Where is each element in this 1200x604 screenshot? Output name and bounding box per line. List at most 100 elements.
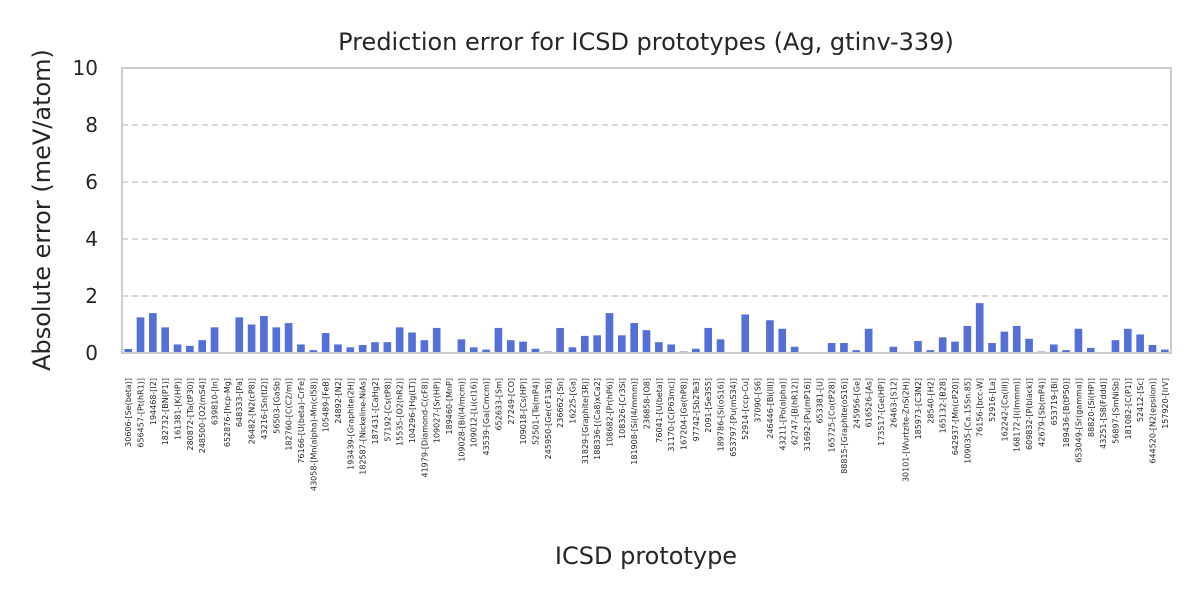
- x-tick-label: 26463-[S12]: [889, 378, 898, 428]
- x-tick-label: 97742-[Sb2Te3]: [692, 378, 701, 441]
- bar: [346, 347, 355, 353]
- x-tick-label: 165725-[Co(tP28)]: [828, 378, 837, 453]
- bar: [186, 345, 194, 354]
- x-tick-label: 43058-[Mn(alpha)-Mn(cI58)]: [309, 378, 318, 491]
- x-tick-label: 168172-[I(Immm)]: [1013, 378, 1022, 452]
- bar: [531, 348, 540, 353]
- bar: [630, 323, 638, 353]
- bar: [235, 317, 244, 354]
- bar: [1148, 345, 1157, 353]
- x-tick-label: 42679-[Sb(mP4)]: [1037, 378, 1046, 447]
- bar: [790, 346, 799, 353]
- bar: [1012, 325, 1021, 353]
- x-tick-label: 16225-[Ga]: [568, 378, 577, 424]
- x-tick-label: 182732-[BN(P1)]: [161, 378, 170, 445]
- bars: [124, 303, 1169, 354]
- x-tick-label: 43539-[Ga(Cmcm)]: [482, 378, 491, 456]
- bar: [383, 342, 392, 353]
- bar: [1062, 350, 1070, 353]
- y-tick-label: 2: [85, 284, 98, 308]
- bar: [124, 349, 132, 353]
- x-tick-labels: 30606-[Se(beta)] 656457-[Pt(hR1)] 194468-[…: [124, 378, 1170, 491]
- bar: [1123, 328, 1132, 353]
- bar: [408, 332, 416, 353]
- bar: [420, 340, 429, 353]
- bar: [1074, 328, 1083, 353]
- bar: [556, 327, 564, 353]
- x-tick-label: 109027-[Sr(HP)]: [433, 378, 442, 443]
- x-tick-label: 62747-[B(hR12)]: [791, 378, 800, 445]
- x-tick-label: 653797-[Pu(mS34)]: [729, 378, 738, 457]
- gridlines: [122, 124, 1171, 297]
- x-tick-label: 76166-[U(beta)-CrFe]: [297, 378, 306, 464]
- x-tick-label: 43216-[Sn(tI2)]: [260, 378, 269, 440]
- x-tick-label: 30606-[Se(beta)]: [124, 378, 133, 447]
- bar: [260, 315, 268, 353]
- y-tick-label: 8: [85, 113, 98, 137]
- bar: [494, 327, 503, 353]
- x-tick-label: 167204-[Ge(hP8)]: [680, 378, 689, 450]
- x-tick-label: 181908-[Si(I4/mmm)]: [630, 378, 639, 465]
- x-tick-label: 189436-[B(tP50)]: [1062, 378, 1071, 448]
- x-tick-label: 56503-[GaSb]: [272, 378, 281, 434]
- bar: [766, 320, 774, 353]
- bar: [506, 340, 515, 353]
- bar: [914, 341, 922, 353]
- bar: [580, 335, 589, 353]
- x-tick-label: 88820-[Si(HP)]: [1087, 378, 1096, 437]
- x-axis-label: ICSD prototype: [555, 542, 737, 570]
- bar: [864, 328, 873, 353]
- bar: [975, 303, 984, 354]
- x-tick-label: 182587-[Nickeline-NiAs]: [359, 378, 368, 475]
- x-tick-label: 653049-[Sr(gamma)]: [1074, 378, 1083, 463]
- x-tick-label: 609832-[P(black)]: [1025, 378, 1034, 450]
- bar: [827, 343, 836, 353]
- x-tick-label: 189460-[MnP]: [445, 378, 454, 434]
- x-tick-label: 162242-[Ca(III)]: [1000, 378, 1009, 441]
- x-tick-label: 653719-[Bi]: [1050, 378, 1059, 425]
- x-tick-label: 161381-[K(HP)]: [174, 378, 183, 440]
- x-tick-label: 653381-[U]: [815, 378, 824, 424]
- x-tick-label: 644520-[N2(epsilon)]: [1148, 378, 1157, 464]
- bar: [136, 317, 145, 354]
- x-tick-label: 652876-[hcp-Mg]: [223, 378, 232, 447]
- bar: [741, 314, 750, 353]
- chart-title: Prediction error for ICSD prototypes (Ag…: [338, 28, 954, 56]
- bar: [667, 344, 676, 353]
- x-tick-label: 187431-[CaHg2]: [371, 378, 380, 444]
- bar: [655, 342, 663, 353]
- y-tick-label: 10: [73, 56, 98, 80]
- x-tick-label: 52914-[ccp-Cu]: [741, 378, 750, 440]
- x-tick-label: 246446-[Bi(III)]: [766, 378, 775, 439]
- bar: [210, 327, 219, 353]
- x-tick-label: 109018-[Cs(HP)]: [519, 378, 528, 445]
- y-tick-label: 6: [85, 170, 98, 194]
- x-tick-label: 194468-[I2]: [149, 378, 158, 425]
- bar: [395, 327, 404, 353]
- x-tick-label: 27249-[CO]: [507, 378, 516, 424]
- bar: [198, 340, 207, 353]
- bar: [173, 344, 182, 353]
- bar: [358, 345, 367, 353]
- x-tick-label: 639810-[In]: [211, 378, 220, 425]
- x-tick-label: 109035-[Ca.15Sn.85]: [963, 378, 972, 464]
- plot-frame: [121, 67, 1172, 354]
- bar: [704, 327, 713, 353]
- bar: [469, 347, 478, 353]
- x-tick-label: 193439-[Graphite(2H)]: [346, 378, 355, 470]
- x-tick-label: 109028-[Bi(I4/mcm)]: [457, 378, 466, 462]
- bar: [457, 339, 466, 353]
- bar: [272, 327, 281, 353]
- x-tick-label: 52412-[Sc]: [1136, 378, 1145, 422]
- bar: [149, 313, 157, 353]
- bar: [1161, 349, 1169, 353]
- x-tick-label: 57192-[Cs(tP8)]: [383, 378, 392, 442]
- bar: [1111, 340, 1120, 353]
- bar: [938, 337, 947, 353]
- x-tick-label: 52916-[La]: [988, 378, 997, 422]
- x-tick-label: 52501-[Te(mP4)]: [531, 378, 540, 445]
- x-tick-label: 31692-[Pu(mP16)]: [803, 378, 812, 451]
- x-tick-label: 109012-[Li(cI16)]: [470, 378, 479, 448]
- x-tick-label: 108326-[Cr3Si]: [618, 378, 627, 439]
